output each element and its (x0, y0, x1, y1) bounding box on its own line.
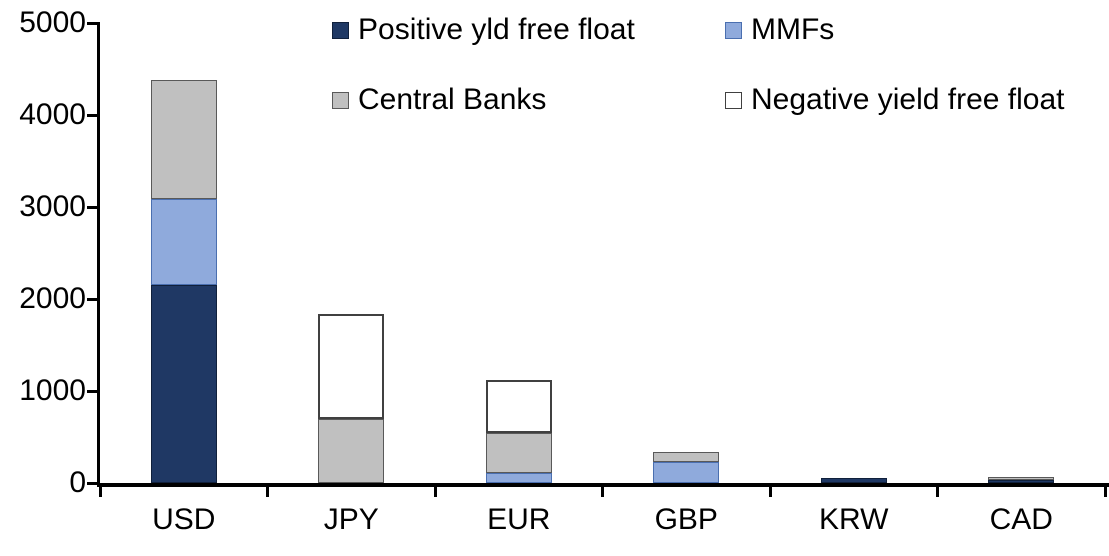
bar-segment-krw-positive-yld-free-float (820, 478, 887, 483)
y-tick-mark (87, 297, 100, 301)
bar-segment-usd-positive-yld-free-float (150, 285, 217, 483)
x-tick-mark (266, 483, 269, 497)
x-tick-mark (601, 483, 604, 497)
y-tick-mark (87, 481, 100, 485)
x-category-label-jpy: JPY (323, 503, 379, 536)
x-tick-mark (768, 483, 772, 497)
x-category-label-gbp: GBP (654, 503, 718, 536)
bar-segment-jpy-negative-yield-free-float (318, 313, 385, 419)
y-tick-mark (87, 21, 100, 25)
legend-label: MMFs (751, 13, 835, 46)
x-tick-mark (936, 483, 939, 497)
y-tick-mark (87, 205, 100, 209)
bar-segment-cad-positive-yld-free-float (988, 479, 1055, 483)
bar-segment-eur-mmfs (485, 472, 552, 483)
bar-segment-usd-mmfs (150, 198, 217, 286)
x-axis-line (97, 483, 1109, 487)
x-category-label-krw: KRW (819, 503, 889, 536)
x-tick-mark (1103, 483, 1107, 497)
bar-segment-jpy-central-banks (318, 418, 385, 483)
x-category-label-cad: CAD (989, 503, 1053, 536)
y-tick-label: 0 (69, 466, 86, 499)
x-tick-mark (433, 483, 437, 497)
y-tick-label: 3000 (19, 190, 86, 223)
legend-item-mmfs: MMFs (725, 12, 834, 48)
y-axis-line (97, 23, 100, 487)
x-category-label-eur: EUR (487, 503, 551, 536)
y-tick-label: 4000 (19, 98, 86, 131)
legend-swatch-mmfs (725, 21, 742, 39)
y-tick-label: 2000 (19, 282, 86, 315)
bar-segment-usd-central-banks (150, 80, 217, 199)
legend-swatch-negative-yield-free-float (725, 91, 742, 109)
y-tick-mark (87, 389, 100, 393)
x-category-label-usd: USD (152, 503, 216, 536)
legend-swatch-positive-yld-free-float (332, 21, 349, 39)
legend-label: Positive yld free float (358, 13, 635, 46)
bar-segment-gbp-mmfs (653, 461, 720, 483)
y-tick-mark (87, 113, 100, 117)
bar-segment-eur-central-banks (485, 432, 552, 473)
y-tick-label: 1000 (19, 374, 86, 407)
legend-item-negative-yield-free-float: Negative yield free float (725, 82, 1065, 118)
bar-segment-eur-negative-yield-free-float (485, 379, 552, 433)
legend-label: Negative yield free float (751, 83, 1065, 116)
bar-segment-cad-central-banks (988, 477, 1055, 480)
legend-label: Central Banks (358, 83, 547, 116)
legend-item-central-banks: Central Banks (332, 82, 546, 118)
bar-segment-gbp-central-banks (653, 452, 720, 462)
x-tick-mark (98, 483, 102, 497)
y-tick-label: 5000 (19, 6, 86, 39)
legend-item-positive-yld-free-float: Positive yld free float (332, 12, 635, 48)
legend-swatch-central-banks (332, 91, 349, 109)
